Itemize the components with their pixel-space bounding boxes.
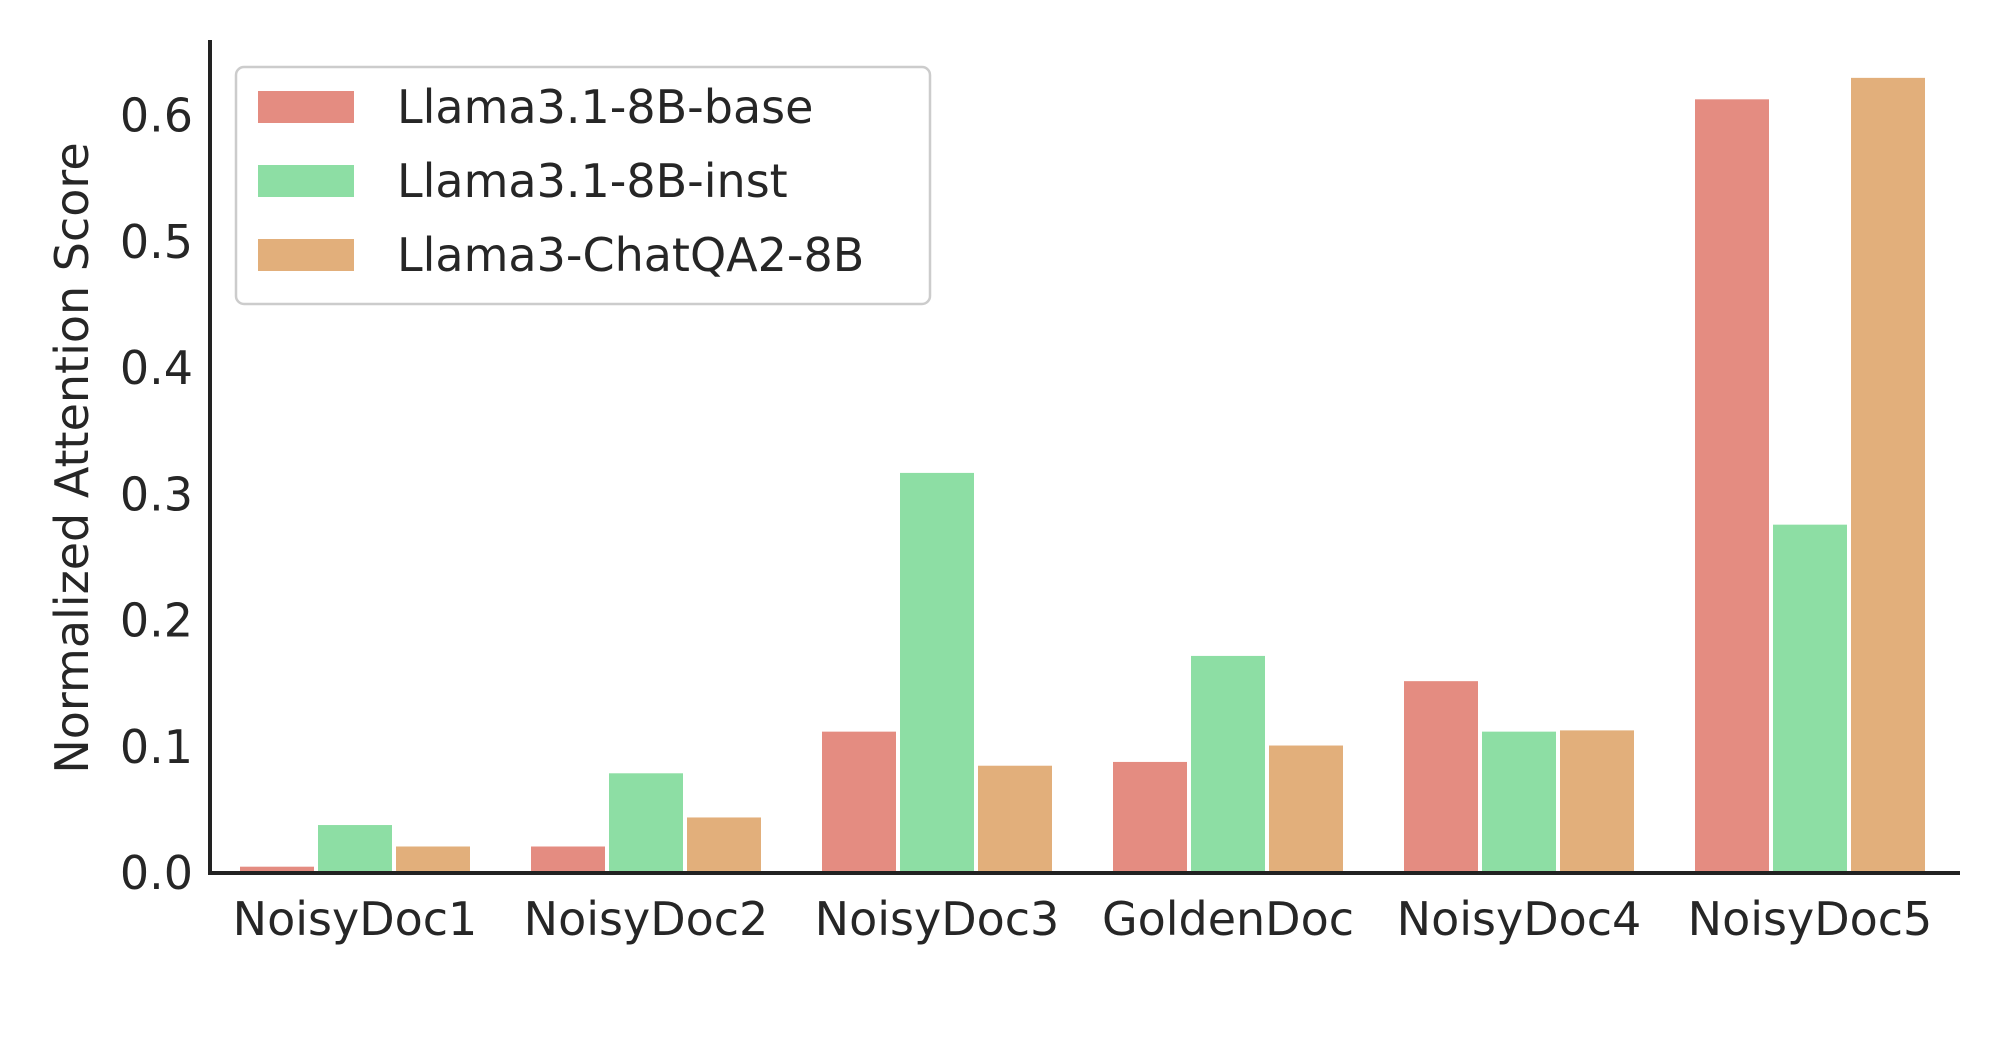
bar-goldendoc-series-3 xyxy=(1269,745,1343,873)
legend: Llama3.1-8B-base Llama3.1-8B-inst Llama3-C… xyxy=(234,65,932,306)
bars-layer xyxy=(240,77,1925,873)
x-tick-label-noisydoc2: NoisyDoc2 xyxy=(524,892,769,946)
bar-noisydoc1-series-2 xyxy=(318,825,392,873)
y-tick-label: 0.5 xyxy=(120,215,193,269)
legend-frame xyxy=(234,65,932,306)
bar-noisydoc5-series-1 xyxy=(1695,99,1769,873)
x-tick-label-noisydoc1: NoisyDoc1 xyxy=(233,892,478,946)
bar-noisydoc3-series-3 xyxy=(978,765,1052,873)
y-tick-label: 0.6 xyxy=(120,89,193,143)
y-tick-label: 0.4 xyxy=(120,341,193,395)
x-tick-label-noisydoc4: NoisyDoc4 xyxy=(1397,892,1642,946)
bar-noisydoc3-series-1 xyxy=(822,731,896,873)
bar-noisydoc2-series-2 xyxy=(609,773,683,873)
legend-swatch-2 xyxy=(258,165,354,197)
legend-label-2: Llama3.1-8B-inst xyxy=(397,154,788,208)
legend-label-1: Llama3.1-8B-base xyxy=(397,80,813,134)
y-tick-label: 0.2 xyxy=(120,594,193,648)
bar-noisydoc5-series-3 xyxy=(1851,77,1925,873)
legend-swatch-1 xyxy=(258,91,354,123)
bar-noisydoc5-series-2 xyxy=(1773,524,1847,873)
bar-noisydoc2-series-1 xyxy=(531,846,605,873)
bar-goldendoc-series-1 xyxy=(1113,761,1187,873)
bar-noisydoc4-series-3 xyxy=(1560,730,1634,873)
y-tick-label: 0.3 xyxy=(120,467,193,521)
y-tick-label: 0.1 xyxy=(120,720,193,774)
bar-goldendoc-series-2 xyxy=(1191,655,1265,873)
bar-noisydoc3-series-2 xyxy=(900,472,974,873)
y-tick-label: 0.0 xyxy=(120,846,193,900)
legend-swatch-3 xyxy=(258,239,354,271)
x-tick-label-noisydoc3: NoisyDoc3 xyxy=(815,892,1060,946)
bar-noisydoc4-series-2 xyxy=(1482,731,1556,873)
bar-noisydoc4-series-1 xyxy=(1404,681,1478,873)
bar-noisydoc2-series-3 xyxy=(687,817,761,873)
x-tick-label-goldendoc: GoldenDoc xyxy=(1102,892,1354,946)
axes-layer xyxy=(208,40,1960,875)
y-axis-title: Normalized Attention Score xyxy=(45,142,99,773)
y-tick-labels: 0.0 0.1 0.2 0.3 0.4 0.5 0.6 xyxy=(120,89,193,900)
bar-noisydoc1-series-3 xyxy=(396,846,470,873)
x-tick-label-noisydoc5: NoisyDoc5 xyxy=(1688,892,1933,946)
bar-noisydoc1-series-1 xyxy=(240,866,314,873)
legend-label-3: Llama3-ChatQA2-8B xyxy=(397,228,864,282)
x-tick-labels: NoisyDoc1 NoisyDoc2 NoisyDoc3 GoldenDoc Nois… xyxy=(233,892,1933,946)
